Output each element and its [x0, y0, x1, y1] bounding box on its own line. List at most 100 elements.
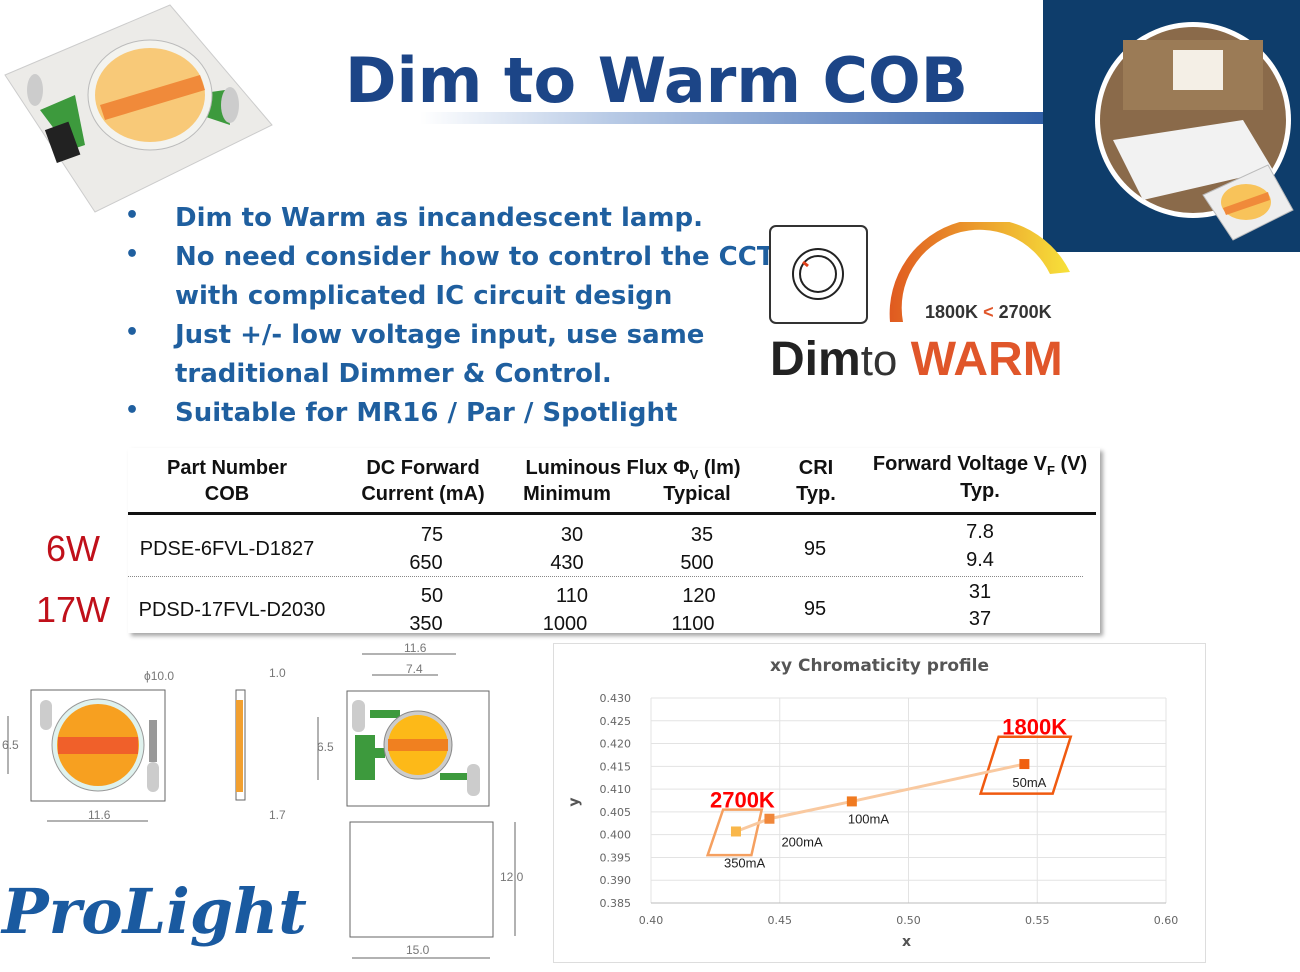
x-tick-label: 0.40	[639, 914, 664, 927]
dim-outline-height: 12.0	[500, 870, 524, 884]
prolight-logo: ProLight	[2, 875, 307, 948]
header-typical: Typical	[663, 483, 731, 505]
bullet-text: Just +/- low voltage input, use same	[175, 320, 705, 350]
spec-table: Part Number COB DC Forward Current (mA) …	[128, 448, 1100, 635]
dim-to-warm-wordmark: Dimto WARM	[770, 334, 1063, 387]
header-dc-forward: DC Forward	[366, 457, 480, 479]
bullet-dot: •	[125, 320, 140, 345]
y-tick-label: 0.410	[600, 783, 632, 796]
dim-to-warm-logo: 1800K < 2700K Dimto WARM	[765, 222, 1085, 397]
word-dim: Dim	[770, 333, 861, 386]
dim-height-b: 6.5	[317, 740, 334, 754]
y-axis-label: y	[566, 797, 583, 807]
vf-sub: F	[1046, 463, 1055, 478]
header-divider	[128, 512, 1096, 515]
dim-outline-width: 15.0	[406, 943, 430, 957]
y-tick-label: 0.420	[600, 738, 632, 751]
header-vf-typ: Typ.	[960, 480, 1000, 502]
dimension-drawing-graphic	[7, 653, 516, 959]
cell-cri: 95	[803, 538, 827, 560]
point-label: 50mA	[1012, 775, 1046, 790]
y-tick-label: 0.390	[600, 874, 632, 887]
cct-high: 2700K	[998, 302, 1052, 322]
x-axis-label: x	[902, 934, 912, 950]
data-point	[730, 826, 741, 837]
cell-current: 650	[409, 552, 443, 574]
y-tick-label: 0.385	[600, 897, 632, 910]
dim-width-b: 11.6	[404, 641, 427, 655]
bullet-text: Dim to Warm as incandescent lamp.	[175, 203, 703, 233]
series-line	[735, 762, 1025, 833]
y-tick-label: 0.415	[600, 760, 632, 773]
y-tick-label: 0.400	[600, 829, 632, 842]
dimmer-knob-icon	[769, 222, 1070, 324]
data-point	[846, 796, 857, 807]
row-divider	[128, 576, 1083, 577]
region-2700K	[705, 808, 764, 857]
bullet-text: traditional Dimmer & Control.	[175, 359, 612, 389]
cell-vf: 37	[968, 608, 992, 630]
point-label: 200mA	[781, 835, 823, 850]
region-label: 1800K	[1002, 715, 1067, 740]
cell-flux-typ: 1100	[671, 613, 715, 635]
dim-diameter: ϕ10.0	[144, 669, 175, 683]
y-tick-label: 0.430	[600, 692, 632, 705]
bullet-dot: •	[125, 203, 140, 228]
bullet-dot: •	[125, 398, 140, 423]
cell-flux-typ: 500	[680, 552, 714, 574]
data-point	[764, 813, 775, 824]
bullet-text: No need consider how to control the CCT	[175, 242, 775, 272]
header-minimum: Minimum	[523, 483, 611, 505]
flux-unit: (lm)	[698, 457, 741, 479]
word-to: to	[860, 336, 898, 385]
cell-vf: 9.4	[966, 549, 994, 571]
cct-arrow: <	[983, 302, 994, 322]
title-underline	[420, 112, 1045, 124]
bedroom-image	[1043, 0, 1300, 252]
y-tick-label: 0.405	[600, 806, 632, 819]
dim-inner-b: 7.4	[406, 662, 423, 676]
point-label: 100mA	[848, 811, 890, 826]
header-cri: CRI	[798, 457, 834, 479]
mechanical-drawing: ϕ10.0 11.6 6.5 1.0 1.7 11.6 7.4 6.5 12.0…	[0, 640, 540, 970]
header-cri-typ: Typ.	[796, 483, 836, 505]
dim-thickness-1: 1.0	[269, 666, 286, 680]
header-forward-voltage: Forward Voltage VF (V)	[873, 453, 1087, 478]
cell-flux-min: 110	[556, 585, 588, 607]
word-warm: WARM	[910, 333, 1063, 386]
chart-plot: 0.430 0.425 0.420 0.415 0.410 0.405 0.400 0.395…	[600, 692, 1179, 927]
bullet-text: Suitable for MR16 / Par / Spotlight	[175, 398, 678, 428]
cct-low: 1800K	[925, 302, 979, 322]
wattage-6w: 6W	[46, 528, 100, 569]
cell-flux-typ: 120	[682, 585, 716, 607]
header-cob: COB	[204, 483, 250, 505]
region-1800K	[978, 735, 1073, 795]
cct-range: 1800K < 2700K	[925, 302, 1052, 323]
flux-sub: V	[689, 467, 699, 482]
cell-vf: 7.8	[966, 521, 994, 543]
y-tick-label: 0.395	[600, 851, 632, 864]
cob-product-image	[0, 0, 280, 215]
vf-label: Forward Voltage V	[872, 453, 1047, 475]
cell-current: 350	[409, 613, 443, 635]
bullet-dot: •	[125, 242, 140, 267]
cell-flux-min: 30	[560, 524, 584, 546]
chart-title: xy Chromaticity profile	[770, 656, 989, 676]
x-tick-label: 0.50	[896, 914, 921, 927]
cell-cri: 95	[803, 598, 827, 620]
flux-label: Luminous Flux Φ	[525, 457, 690, 479]
point-label: 350mA	[724, 855, 766, 870]
cell-flux-min: 1000	[542, 613, 588, 635]
y-tick-label: 0.425	[600, 715, 632, 728]
wattage-17w: 17W	[36, 589, 111, 630]
cell-vf: 31	[968, 581, 992, 603]
cell-current: 75	[420, 524, 444, 546]
x-tick-label: 0.60	[1154, 914, 1179, 927]
header-current: Current (mA)	[361, 483, 485, 505]
dim-height-a: 6.5	[2, 738, 19, 752]
x-tick-label: 0.45	[768, 914, 793, 927]
x-tick-label: 0.55	[1025, 914, 1050, 927]
vf-unit: (V)	[1054, 453, 1088, 475]
cell-current: 50	[420, 585, 444, 607]
region-label: 2700K	[710, 788, 775, 813]
